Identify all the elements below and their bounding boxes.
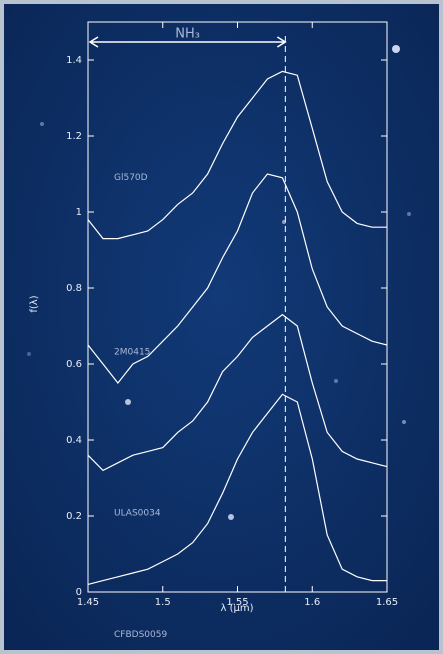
series-label: Gl570D: [114, 173, 148, 183]
annotation: NH₃: [175, 27, 200, 42]
x-tick-label: 1.5: [155, 597, 171, 608]
y-tick-label: 0.2: [66, 511, 82, 522]
y-tick-label: 1.4: [66, 55, 82, 66]
x-tick-label: 1.6: [304, 597, 320, 608]
x-tick-label: 1.45: [77, 597, 99, 608]
series-label: 2M0415: [114, 348, 150, 358]
page: {"chart_data": {"type": "line", "x_label…: [0, 0, 443, 654]
y-tick-label: 0.8: [66, 283, 82, 294]
x-tick-label: 1.55: [226, 597, 248, 608]
star: [392, 45, 400, 53]
y-tick-label: 0.6: [66, 359, 82, 370]
star: [407, 212, 411, 216]
y-tick-label: 1.2: [66, 131, 82, 142]
star: [228, 514, 234, 520]
star: [334, 379, 338, 383]
star: [402, 420, 406, 424]
series-label: ULAS0034: [114, 509, 161, 519]
star: [27, 352, 31, 356]
star: [40, 122, 44, 126]
star: [125, 399, 131, 405]
y-tick-label: 1: [76, 207, 82, 218]
y-tick-label: 0.4: [66, 435, 82, 446]
y-axis-label: f(λ): [29, 295, 40, 312]
series-label: CFBDS0059: [114, 630, 167, 640]
background: [4, 4, 439, 650]
x-tick-label: 1.65: [376, 597, 398, 608]
